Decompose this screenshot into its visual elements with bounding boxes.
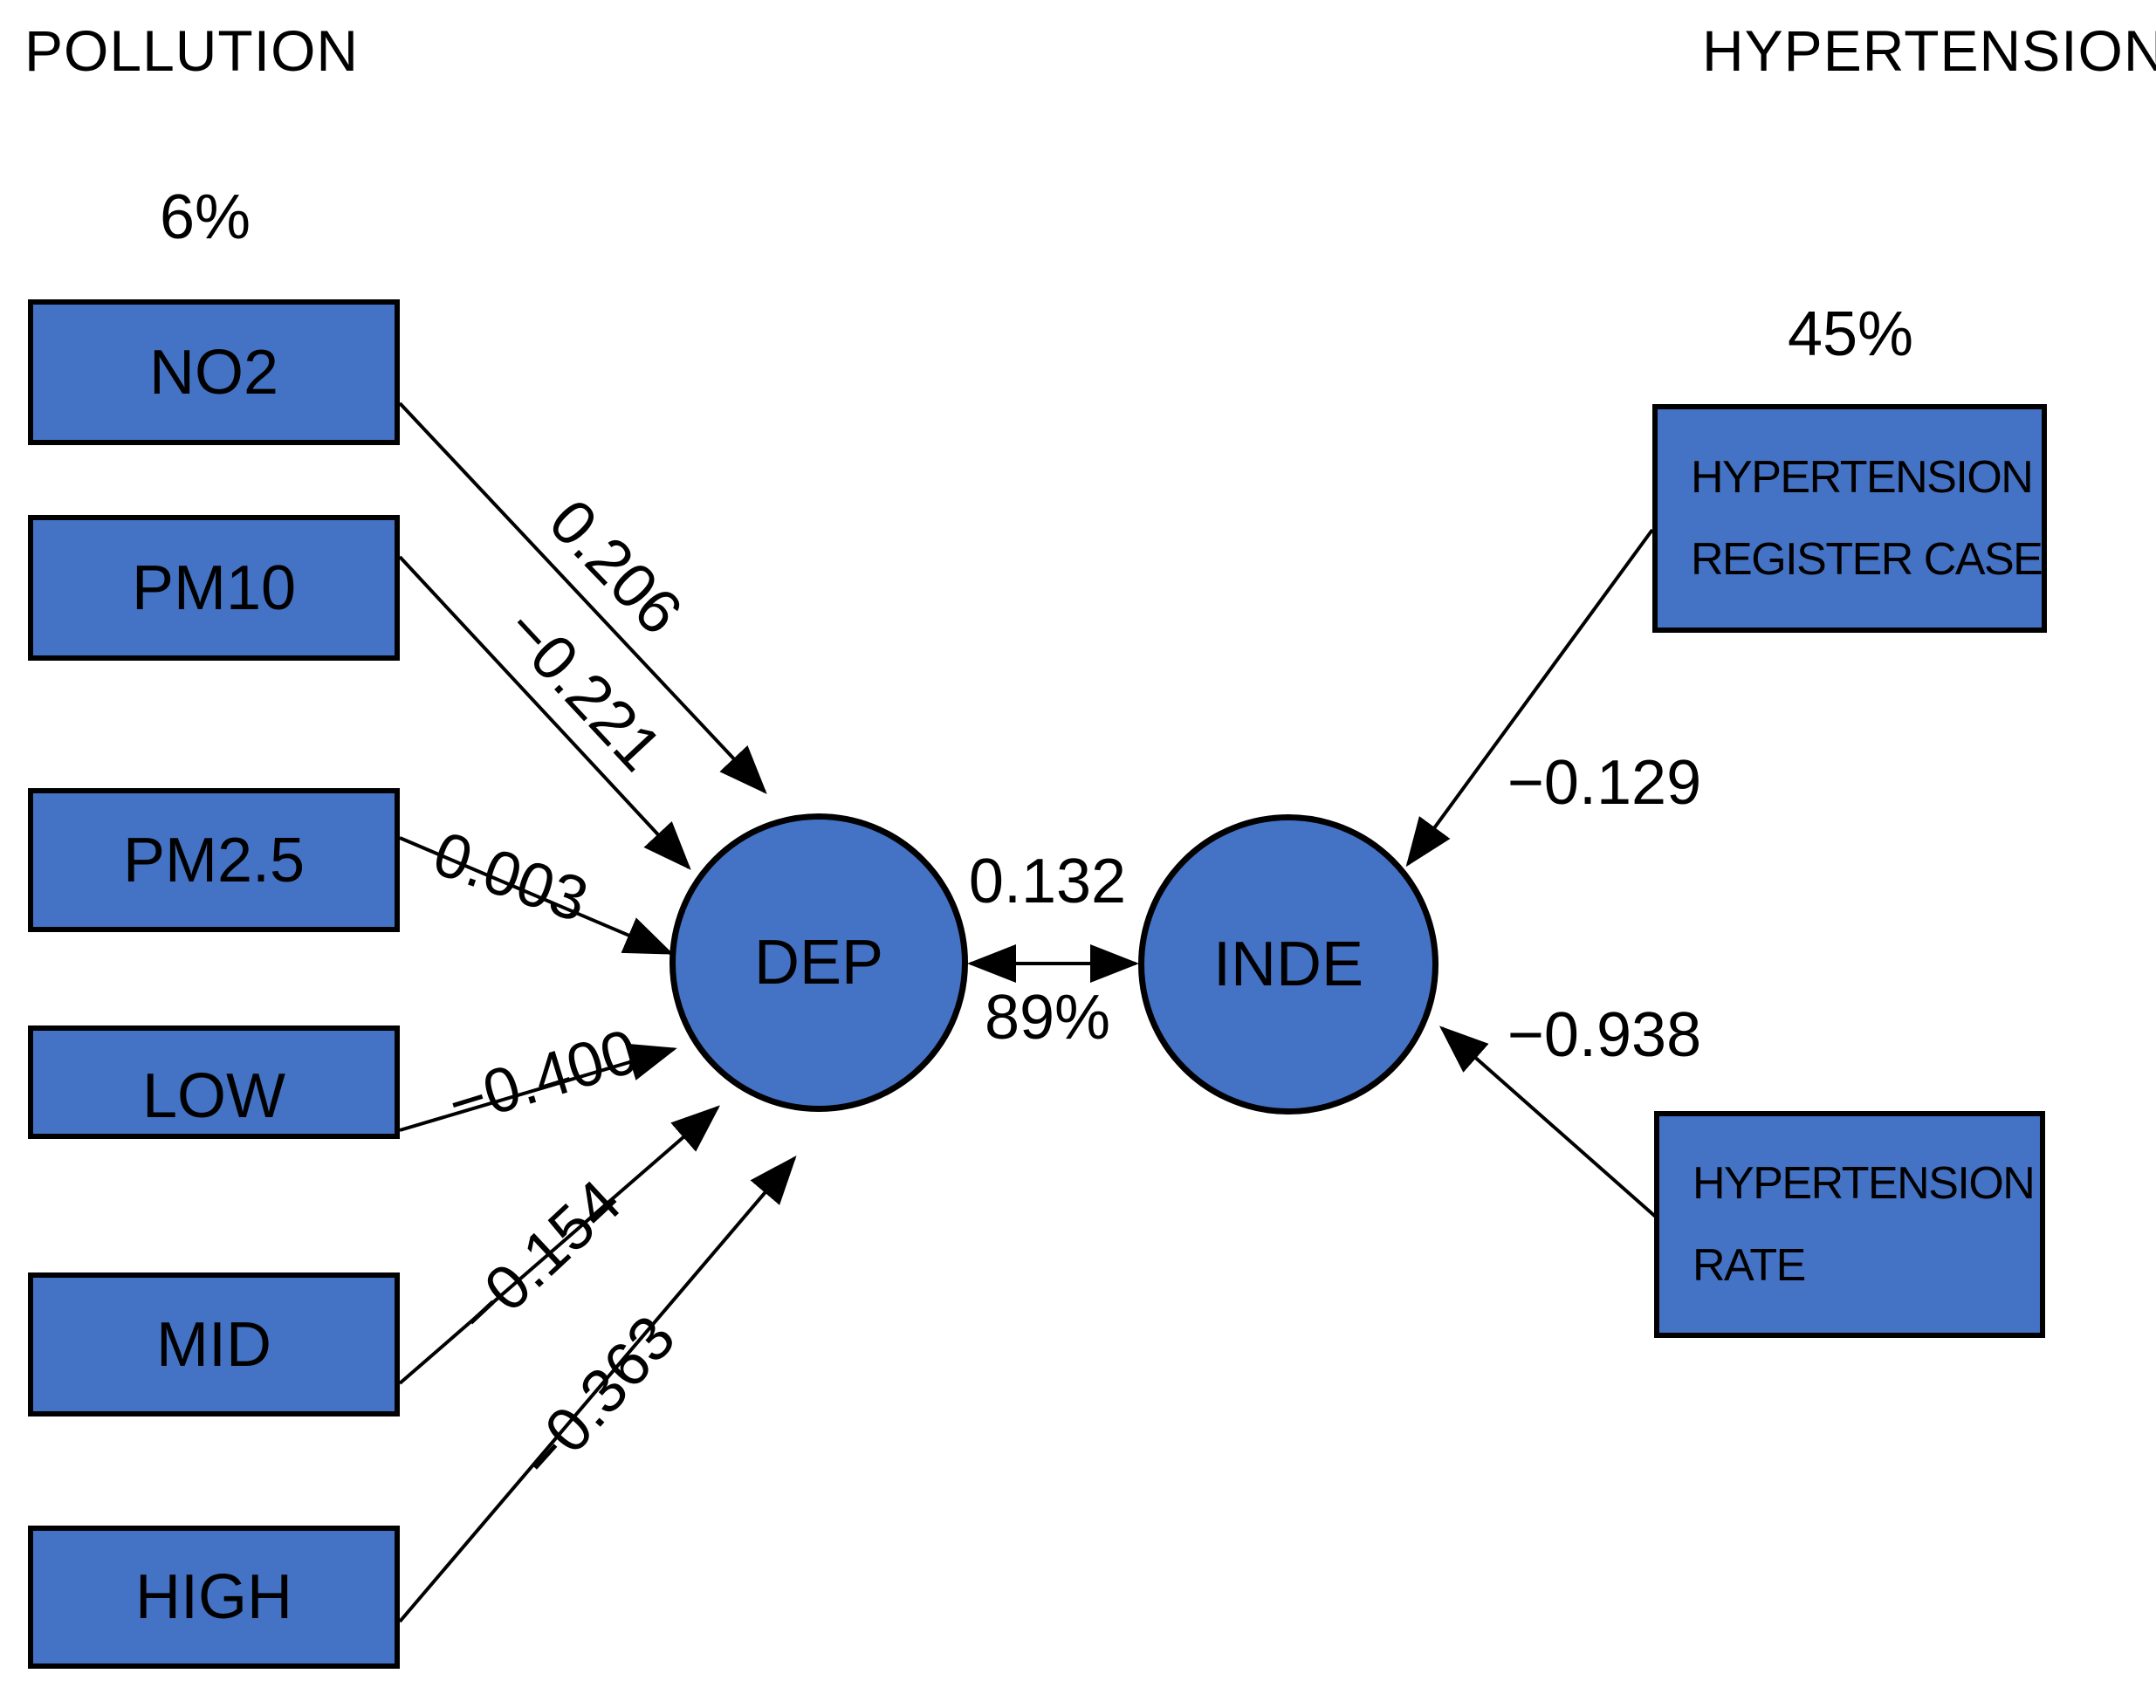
path-low-to-dep (399, 1043, 677, 1132)
path-pm10-to-dep (398, 555, 691, 870)
path-rate-to-inde (1439, 1025, 1660, 1221)
indicator-box-mid: MID (28, 1272, 400, 1416)
indicator-label: LOW (141, 1061, 285, 1131)
indicator-label: MID (156, 1309, 271, 1380)
right-group-title: HYPERTENSION (1702, 18, 2156, 83)
dep-inde-variance-label: 89% (984, 983, 1111, 1053)
indicator-box-no2: NO2 (28, 299, 400, 445)
path-pm25-to-dep (399, 836, 674, 955)
latent-node-inde: INDE (1138, 814, 1438, 1115)
path-no2-to-dep (398, 401, 767, 794)
latent-label: INDE (1212, 929, 1364, 999)
indicator-label: HIGH (135, 1562, 292, 1632)
indicator-label: NO2 (148, 337, 279, 408)
indicator-label-line2: RATE (1693, 1240, 1806, 1291)
indicator-box-pm25: PM2.5 (28, 788, 400, 932)
indicator-box-pm10: PM10 (28, 515, 400, 661)
latent-label: DEP (753, 928, 884, 998)
path-register-case-to-inde (1405, 528, 1654, 868)
indicator-label: PM2.5 (122, 825, 306, 895)
path-mid-to-dep (398, 1105, 721, 1385)
indicator-box-hypertension-rate: HYPERTENSION RATE (1654, 1111, 2045, 1338)
left-group-title: POLLUTION (24, 18, 360, 83)
coefficient-dep-inde: 0.132 (968, 847, 1127, 916)
coefficient-rate-inde: −0.938 (1507, 1000, 1702, 1070)
indicator-label-line1: HYPERTENSION (1691, 452, 2034, 503)
coefficient-register-case-inde: −0.129 (1507, 748, 1702, 818)
indicator-box-low: LOW (28, 1025, 400, 1139)
indicator-label: PM10 (131, 552, 297, 623)
indicator-box-high: HIGH (28, 1526, 400, 1669)
latent-node-dep: DEP (669, 813, 968, 1112)
path-high-to-dep (398, 1155, 797, 1623)
left-variance-label: 6% (159, 182, 251, 252)
indicator-label-line2: REGISTER CASE (1691, 534, 2043, 585)
indicator-label-line1: HYPERTENSION (1693, 1158, 2036, 1209)
indicator-box-hypertension-register-case: HYPERTENSION REGISTER CASE (1652, 404, 2047, 633)
right-variance-label: 45% (1787, 299, 1914, 369)
